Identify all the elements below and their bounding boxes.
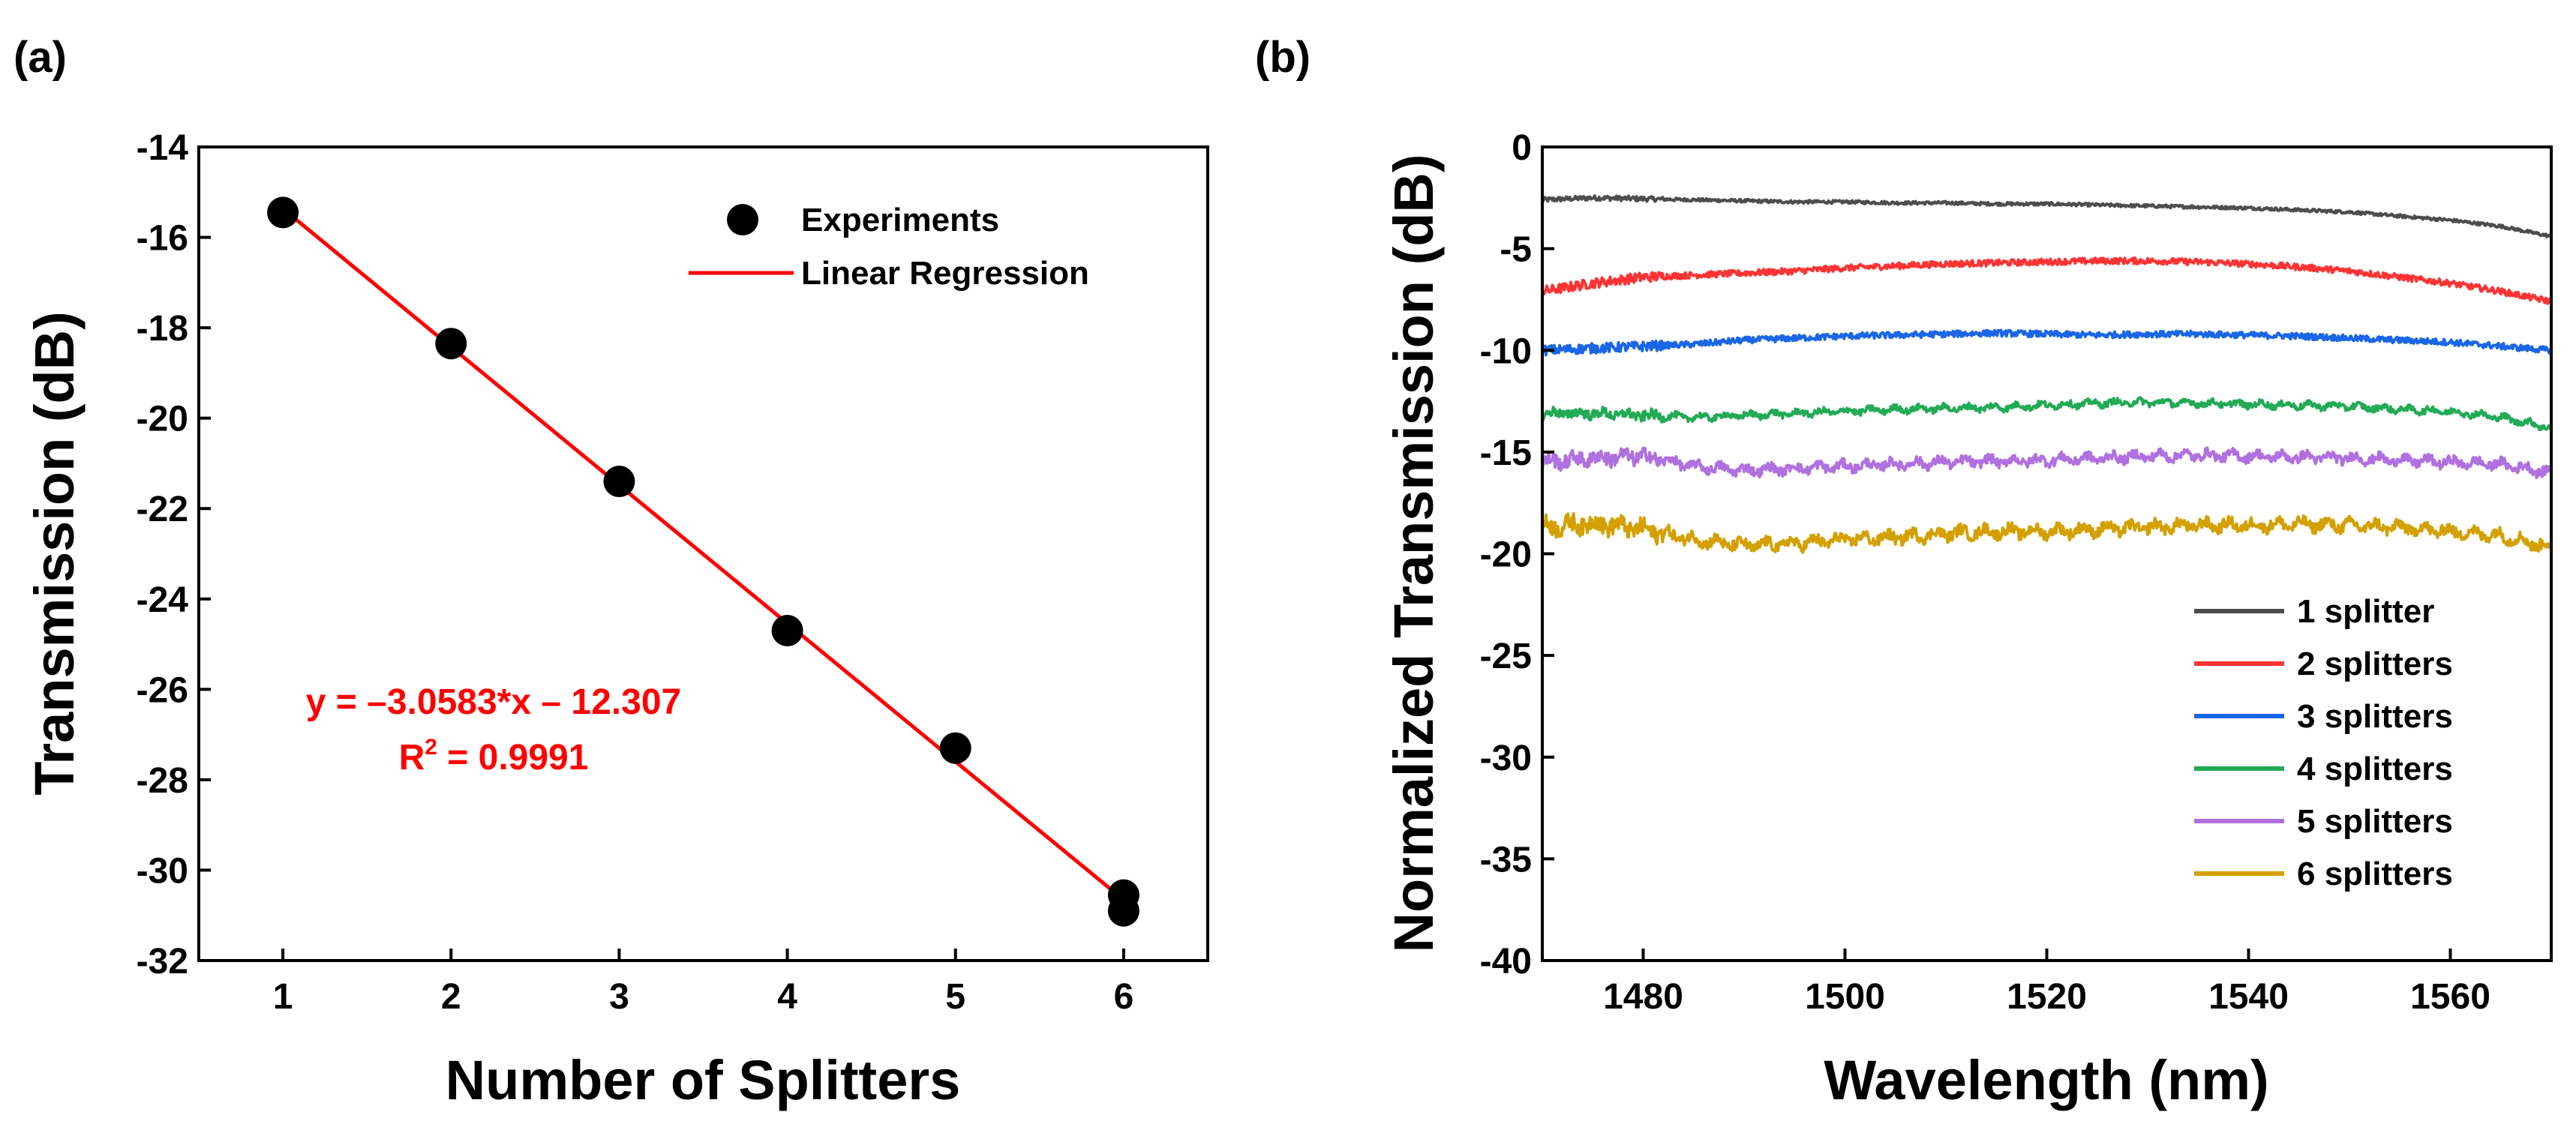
- experiment-point-4: [771, 614, 803, 646]
- legend-label-6: 6 splitters: [2297, 856, 2453, 892]
- y-tick-label--24: -24: [137, 580, 189, 620]
- panel-b-x-axis-label: Wavelength (nm): [1824, 1049, 2268, 1111]
- y-tick-label--5: -5: [1500, 230, 1532, 270]
- x-tick-label-5: 5: [945, 977, 965, 1017]
- legend-label-2: 2 splitters: [2297, 646, 2453, 682]
- y-tick-label--30: -30: [137, 851, 188, 891]
- legend-label-4: 4 splitters: [2297, 751, 2453, 787]
- y-tick-label--26: -26: [137, 670, 188, 710]
- x-tick-label-1520: 1520: [2007, 977, 2087, 1017]
- y-tick-label--28: -28: [137, 761, 188, 801]
- series-line-6: [1541, 512, 2553, 554]
- x-tick-label-1: 1: [273, 977, 293, 1017]
- panel-a-series-lines: [281, 207, 1125, 901]
- x-tick-label-1560: 1560: [2410, 977, 2490, 1017]
- series-line-1: [1541, 194, 2553, 238]
- panel-a-regression-annotation: y = –3.0583*x – 12.307 R2 = 0.9991: [306, 682, 681, 778]
- y-tick-label--18: -18: [137, 309, 188, 349]
- panel-b-chart: (b) 1480 1500 1520 1540 1560 0 -5 -10 -15 -20 -25…: [1255, 33, 2553, 1111]
- panel-b-series-lines: [1541, 194, 2553, 554]
- series-line-3: [1541, 328, 2552, 357]
- r-squared-value: = 0.9991: [437, 738, 589, 778]
- y-tick-label--32: -32: [137, 942, 188, 982]
- series-line-2: [1541, 256, 2553, 305]
- panel-a-x-ticks: 1 2 3 4 5 6: [273, 949, 1134, 1017]
- panel-b-legend: 1 splitter 2 splitters 3 splitters 4 splitt…: [2194, 593, 2453, 892]
- experiment-point-5: [939, 732, 971, 764]
- x-tick-label-1500: 1500: [1805, 977, 1885, 1017]
- y-tick-label--16: -16: [137, 219, 188, 259]
- experiment-point-2: [435, 328, 467, 360]
- legend-label-5: 5 splitters: [2297, 803, 2453, 840]
- y-tick-label--25: -25: [1480, 637, 1532, 676]
- panel-a-legend: Experiments Linear Regression: [689, 202, 1089, 292]
- legend-label-experiments: Experiments: [801, 202, 999, 238]
- x-tick-label-6: 6: [1114, 977, 1134, 1017]
- experiment-point-1: [267, 196, 299, 229]
- panel-b-y-ticks: 0 -5 -10 -15 -20 -25 -30 -35 -40: [1480, 128, 1554, 982]
- panel-a-x-axis-label: Number of Splitters: [446, 1049, 961, 1111]
- y-tick-label-0: 0: [1512, 128, 1532, 168]
- panel-a-chart: (a) 1 2 3 4 5 6 -32 -30 -28 -26 -24 -22 -20 -18 -16 -1…: [14, 33, 1209, 1111]
- x-tick-label-4: 4: [777, 977, 797, 1017]
- panel-a-data-points: [267, 196, 1139, 927]
- y-tick-label--20: -20: [1480, 535, 1532, 575]
- experiment-point-7: [1107, 895, 1139, 927]
- panel-b-label: (b): [1255, 33, 1311, 82]
- panel-b-y-axis-label: Normalized Transmission (dB): [1383, 154, 1445, 953]
- y-tick-label--15: -15: [1480, 433, 1532, 473]
- r-squared-symbol: R: [399, 738, 425, 778]
- series-line-4: [1541, 396, 2553, 431]
- panel-a-label: (a): [14, 33, 67, 82]
- y-tick-label--22: -22: [137, 490, 188, 529]
- x-tick-label-1540: 1540: [2208, 977, 2289, 1017]
- legend-label-1: 1 splitter: [2297, 593, 2434, 630]
- panel-a-y-ticks: -32 -30 -28 -26 -24 -22 -20 -18 -16 -14: [137, 128, 211, 982]
- legend-label-3: 3 splitters: [2297, 698, 2453, 735]
- regression-equation: y = –3.0583*x – 12.307: [306, 682, 681, 722]
- panel-a-plot-frame: [197, 145, 1209, 962]
- y-tick-label--30: -30: [1480, 739, 1532, 778]
- r-squared-superscript: 2: [425, 735, 437, 760]
- linear-regression-line: [281, 207, 1125, 901]
- panel-a-y-axis-label: Transmission (dB): [23, 311, 86, 796]
- y-tick-label--20: -20: [137, 400, 188, 439]
- y-tick-label--10: -10: [1480, 331, 1532, 371]
- experiment-point-3: [603, 466, 635, 498]
- series-line-5: [1541, 446, 2552, 479]
- y-tick-label--40: -40: [1480, 942, 1532, 982]
- panel-b-x-ticks: 1480 1500 1520 1540 1560: [1603, 949, 2490, 1017]
- x-tick-label-2: 2: [441, 977, 461, 1017]
- legend-marker-experiments: [727, 204, 758, 235]
- regression-r-squared: R2 = 0.9991: [399, 735, 589, 778]
- x-tick-label-3: 3: [609, 977, 629, 1017]
- x-tick-label-1480: 1480: [1603, 977, 1683, 1017]
- y-tick-label--35: -35: [1480, 840, 1532, 880]
- legend-label-linear-regression: Linear Regression: [801, 255, 1089, 292]
- y-tick-label--14: -14: [137, 128, 189, 168]
